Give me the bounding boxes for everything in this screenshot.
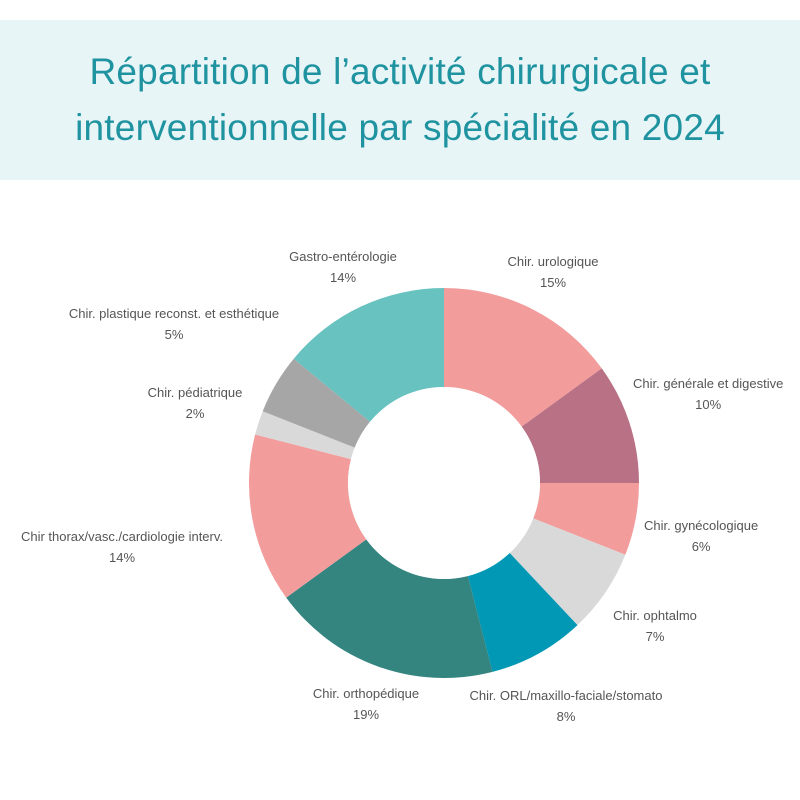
slice-value-5: 19% [353, 707, 379, 722]
slice-value-1: 10% [695, 397, 721, 412]
slice-value-3: 7% [646, 629, 665, 644]
title-band: Répartition de l’activité chirurgicale e… [0, 20, 800, 180]
labels-group: Chir. urologique 15% Chir. générale et dig… [21, 249, 783, 724]
slice-label-3: Chir. ophtalmo [613, 608, 697, 623]
slice-label-8: Chir. plastique reconst. et esthétique [69, 306, 279, 321]
slice-4 [467, 552, 578, 672]
slice-6 [249, 434, 367, 598]
slice-value-2: 6% [692, 539, 711, 554]
slice-label-9: Gastro-entérologie [289, 249, 397, 264]
slice-value-0: 15% [540, 275, 566, 290]
slice-3 [509, 518, 626, 626]
slice-value-6: 14% [109, 550, 135, 565]
slice-value-4: 8% [557, 709, 576, 724]
slice-value-8: 5% [165, 327, 184, 342]
slice-7 [255, 411, 355, 460]
slice-label-4: Chir. ORL/maxillo-faciale/stomato [470, 688, 663, 703]
slice-label-5: Chir. orthopédique [313, 686, 419, 701]
slice-label-7: Chir. pédiatrique [148, 385, 243, 400]
slice-9 [293, 288, 444, 422]
chart-title: Répartition de l’activité chirurgicale e… [75, 51, 725, 148]
slice-label-2: Chir. gynécologique [644, 518, 758, 533]
slice-8 [262, 358, 371, 448]
slice-label-0: Chir. urologique [507, 254, 598, 269]
donut-hole [348, 387, 540, 579]
slice-1 [521, 368, 639, 483]
slice-5 [286, 539, 493, 678]
slice-value-7: 2% [186, 406, 205, 421]
slices-group [249, 288, 639, 678]
slice-label-1: Chir. générale et digestive [633, 376, 783, 391]
slice-label-6: Chir thorax/vasc./cardiologie interv. [21, 529, 223, 544]
slice-value-9: 14% [330, 270, 356, 285]
slice-2 [533, 483, 639, 555]
slice-0 [444, 288, 602, 427]
